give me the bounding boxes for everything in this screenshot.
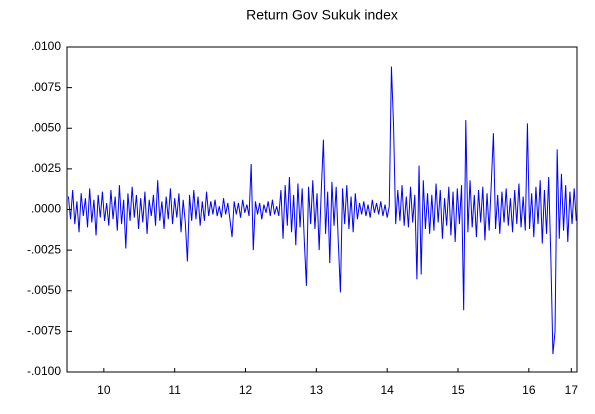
y-tick-label: -.0050: [27, 283, 61, 297]
x-tick-label: 16: [522, 383, 536, 397]
data-line: [67, 66, 577, 355]
y-tick-label: -.0025: [27, 242, 61, 256]
x-tick-label: 15: [451, 383, 465, 397]
y-tick-label: .0025: [31, 161, 61, 175]
x-tick-label: 14: [380, 383, 394, 397]
y-tick-label: .0100: [31, 39, 61, 53]
y-tick-label: .0050: [31, 120, 61, 134]
x-tick-label: 11: [168, 383, 181, 397]
y-tick-label: -.0100: [27, 364, 61, 378]
chart-title: Return Gov Sukuk index: [246, 7, 398, 23]
y-tick-label: -.0075: [27, 324, 61, 338]
x-tick-label: 13: [310, 383, 324, 397]
x-tick-label: 17: [565, 383, 579, 397]
y-tick-label: .0000: [31, 202, 61, 216]
x-tick-label: 10: [97, 383, 111, 397]
y-tick-label: .0075: [31, 80, 61, 94]
x-tick-label: 12: [239, 383, 253, 397]
